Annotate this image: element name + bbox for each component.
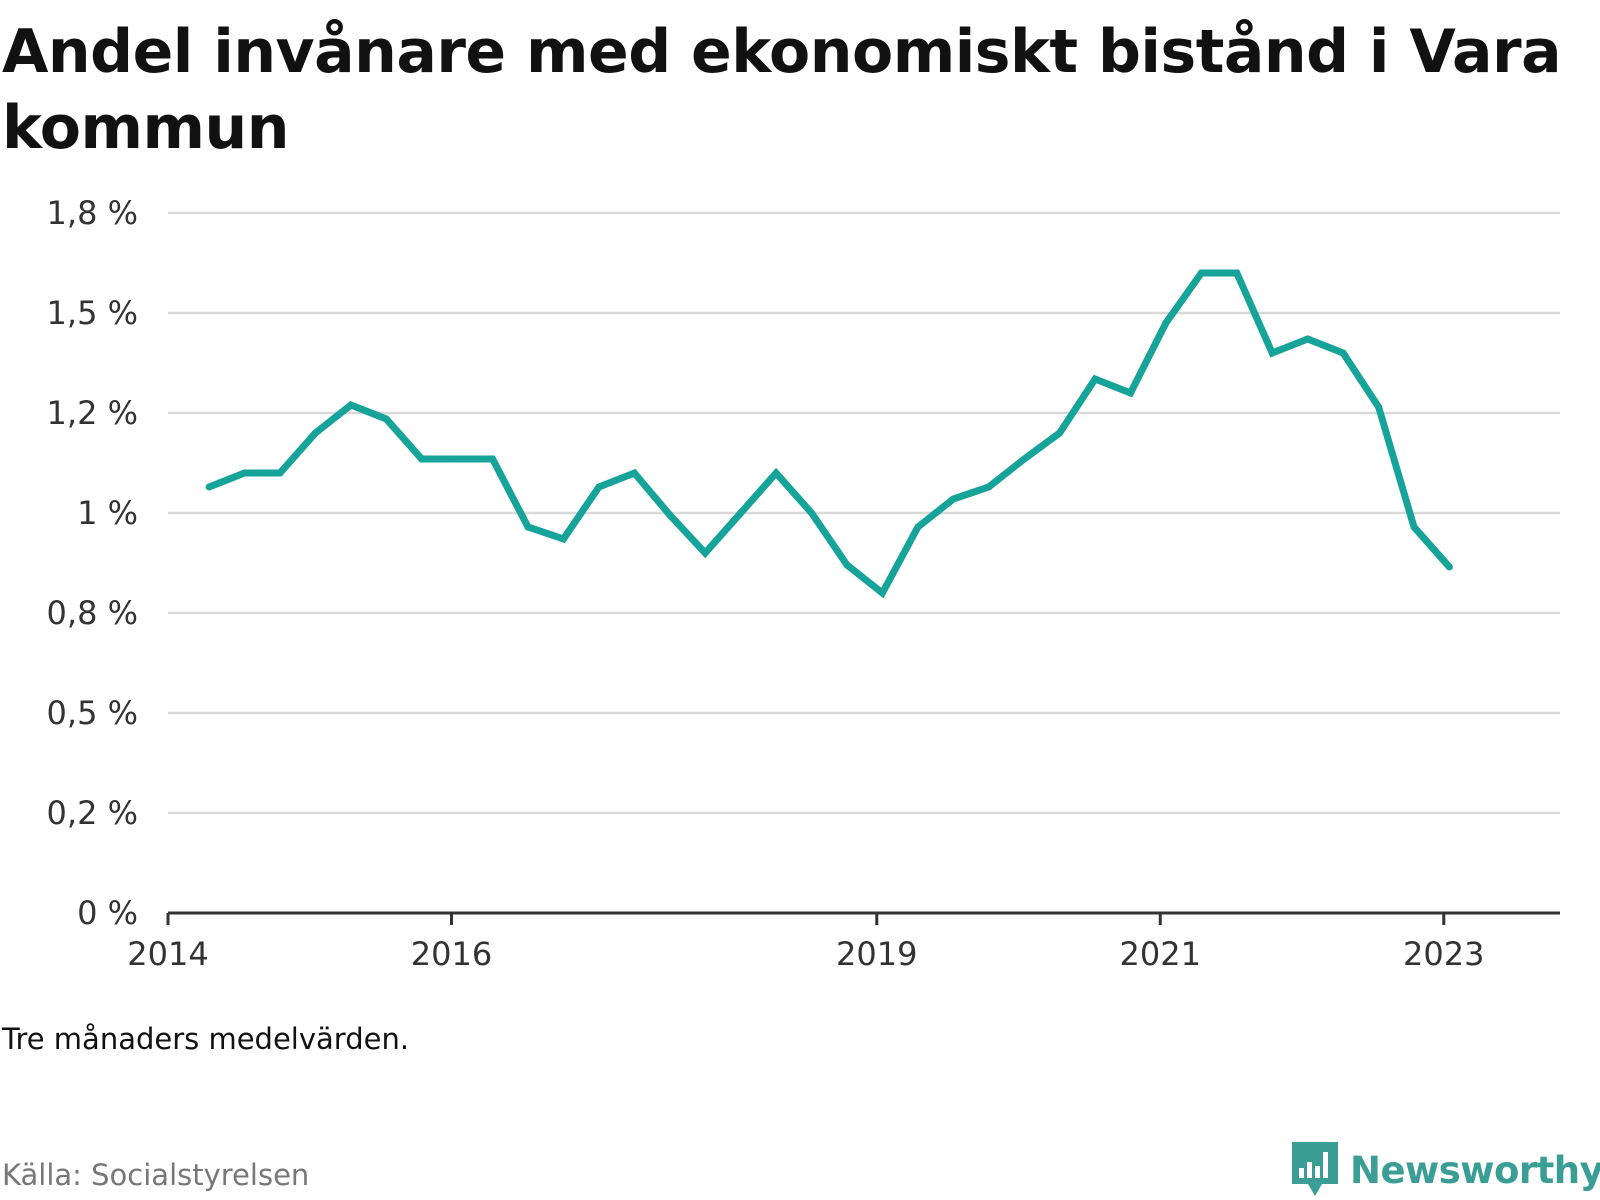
data-point [311,429,319,437]
data-point [453,455,461,463]
data-point [1127,389,1134,397]
data-point [878,589,886,597]
y-tick-label: 1,2 % [47,394,138,432]
data-point [560,535,567,543]
data-point [772,469,780,477]
data-point [1233,269,1241,277]
series-line [207,269,1453,599]
data-point [914,523,922,531]
data-point [1304,335,1312,343]
series-layer [205,269,1453,599]
chart-bubble-icon [1292,1142,1338,1196]
y-tick-label: 1 % [77,494,138,532]
y-axis-ticks: 0 % 0,2 % 0,5 % 0,8 % 1 % 1,2 % 1,5 % 1,8 % [47,194,138,932]
data-point [843,561,851,569]
y-tick-label: 0 % [77,894,138,932]
data-point [1197,269,1205,277]
data-point [1091,375,1099,383]
source-text: Källa: Socialstyrelsen [2,1158,310,1192]
data-point [630,469,638,477]
x-tick-label: 2019 [836,935,917,973]
chart-note: Tre månaders medelvärden. [2,1022,410,1056]
data-point [1020,455,1028,463]
brand-name: Newsworthy [1350,1148,1600,1192]
data-point [241,469,248,477]
line-chart: 0 % 0,2 % 0,5 % 0,8 % 1 % 1,2 % 1,5 % 1,8 % 201… [47,194,1560,973]
data-point [1162,319,1170,327]
data-point [347,401,355,409]
x-tick-label: 2014 [127,935,208,973]
data-point [1056,429,1064,437]
data-point [205,483,213,491]
x-axis-ticks: 2014 2016 2019 2021 2023 [127,913,1484,973]
data-point [808,509,816,517]
data-point [1410,523,1418,531]
data-point [595,483,603,491]
chart-title: Andel invånare med ekonomiskt bistånd i … [2,17,1562,163]
x-tick-label: 2023 [1403,935,1484,973]
newsworthy-logo[interactable]: Newsworthy [1290,1140,1600,1200]
y-tick-label: 1,8 % [47,194,138,232]
x-tick-label: 2021 [1120,935,1201,973]
data-point [524,523,532,531]
data-point [1375,403,1383,411]
data-point [1445,563,1453,571]
y-tick-label: 0,2 % [47,794,138,832]
data-point [949,495,957,503]
data-point [1339,349,1347,357]
y-tick-label: 0,5 % [47,694,138,732]
data-point [418,455,426,463]
data-point [985,483,993,491]
data-point [1268,349,1276,357]
data-point [701,549,709,557]
data-point [737,509,745,517]
data-point [382,415,390,423]
data-point [489,455,497,463]
y-tick-label: 1,5 % [47,294,138,332]
data-point [276,469,284,477]
x-tick-label: 2016 [411,935,492,973]
y-tick-label: 0,8 % [47,594,138,632]
gridlines [168,211,1560,815]
data-point [666,511,674,519]
